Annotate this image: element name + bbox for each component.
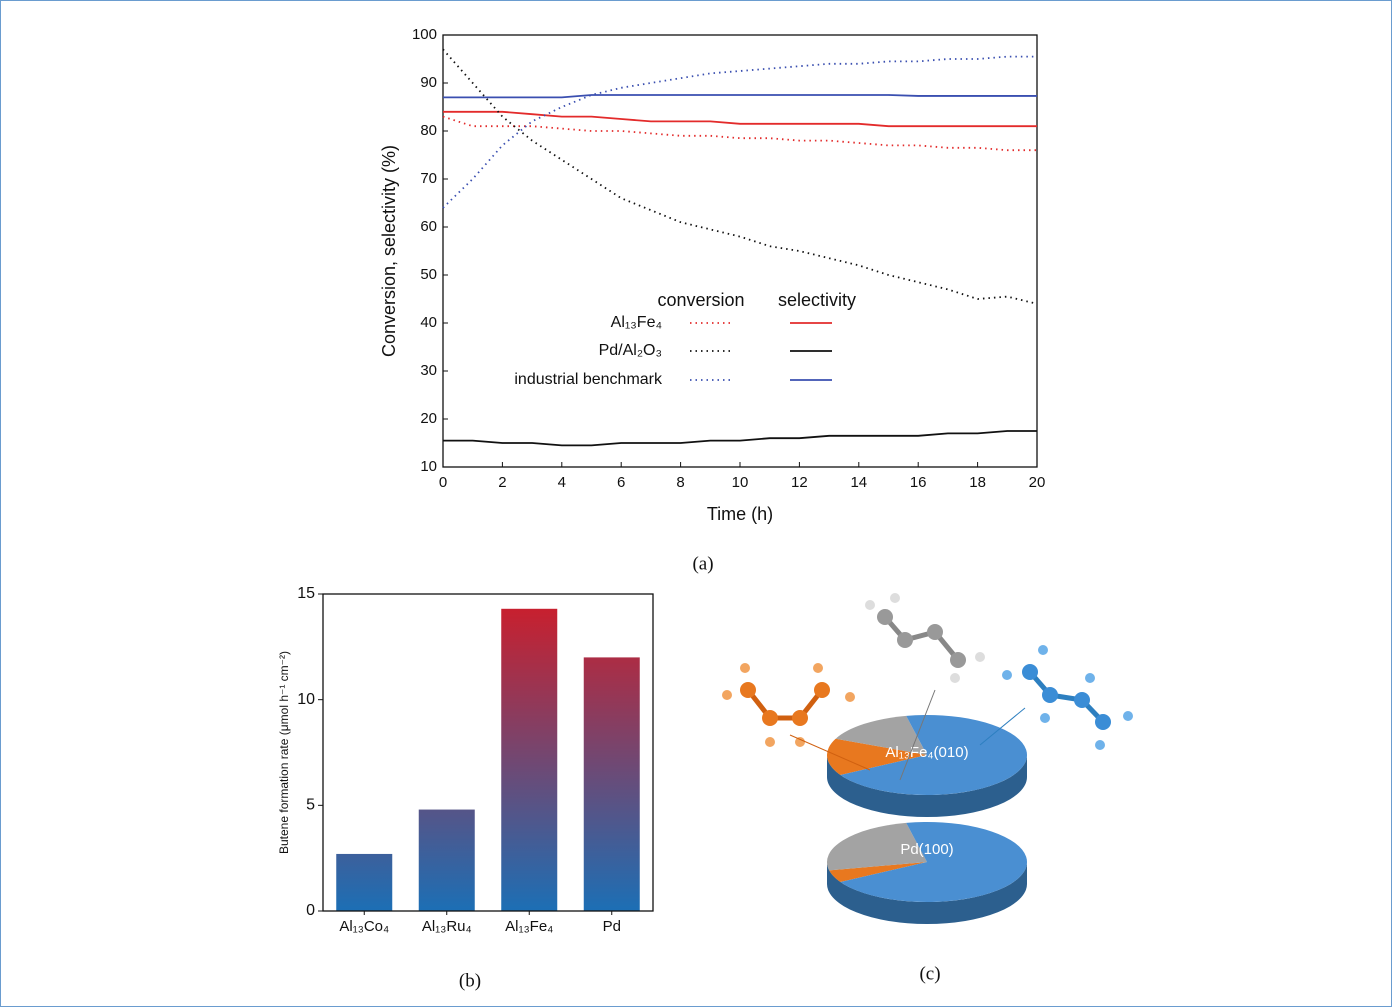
selectivity-line <box>443 430 1037 447</box>
y-axis-label: Conversion, selectivity (%) <box>379 145 399 357</box>
x-tick-label: Pd <box>603 918 621 935</box>
pie-slice <box>829 862 927 882</box>
legend-label: industrial benchmark <box>514 371 663 388</box>
x-tick-label: Al₁₃Ru₄ <box>422 918 472 935</box>
y-tick-label: 50 <box>420 266 437 283</box>
plot-frame <box>322 593 654 912</box>
x-tick-label: 8 <box>676 474 684 491</box>
legend-label: Al₁₃Fe₄ <box>611 314 662 331</box>
y-tick-label: 10 <box>420 458 437 475</box>
x-axis-label: Time (h) <box>707 504 773 524</box>
y-axis-label: Butene formation rate (μmol h⁻¹ cm⁻²) <box>277 651 291 854</box>
y-tick-label: 30 <box>420 362 437 379</box>
x-tick-label: Al₁₃Fe₄ <box>505 918 553 935</box>
disk-side <box>827 862 1027 924</box>
y-tick-label: 70 <box>420 170 437 187</box>
y-tick-label: 90 <box>420 74 437 91</box>
legend-header: selectivity <box>778 290 856 310</box>
legend-header: conversion <box>657 290 744 310</box>
pie-label: Pd(100) <box>900 841 953 858</box>
disk-side <box>827 755 1027 817</box>
x-tick-label: 4 <box>558 474 566 491</box>
bar <box>418 809 475 911</box>
caption: (c) <box>919 963 940 984</box>
x-tick-label: 2 <box>498 474 506 491</box>
x-tick-label: 10 <box>732 474 749 491</box>
y-tick-label: 100 <box>412 26 437 43</box>
pie-slice <box>840 715 1027 795</box>
x-tick-label: Al₁₃Co₄ <box>339 918 389 935</box>
caption: (b) <box>459 970 481 991</box>
pie-slice <box>835 715 927 755</box>
bar <box>501 608 558 911</box>
caption: (a) <box>692 553 713 574</box>
x-tick-label: 0 <box>439 474 447 491</box>
selectivity-line <box>443 94 1037 99</box>
x-tick-label: 16 <box>910 474 927 491</box>
pie-slice <box>840 822 1027 902</box>
y-tick-label: 5 <box>306 797 315 814</box>
pie-slice <box>827 738 927 775</box>
molecules <box>722 593 1133 781</box>
selectivity-line <box>443 110 1037 128</box>
pie-label: Al₁₃Fe₄(010) <box>885 744 968 761</box>
y-tick-label: 80 <box>420 122 437 139</box>
y-tick-label: 15 <box>297 585 315 602</box>
bar <box>336 853 393 911</box>
y-tick-label: 60 <box>420 218 437 235</box>
y-tick-label: 20 <box>420 410 437 427</box>
y-tick-label: 40 <box>420 314 437 331</box>
y-tick-label: 0 <box>306 902 315 919</box>
pie-slice <box>827 822 927 871</box>
legend-label: Pd/Al₂O₃ <box>599 342 662 359</box>
x-tick-label: 20 <box>1029 474 1046 491</box>
x-tick-label: 18 <box>969 474 986 491</box>
x-tick-label: 14 <box>850 474 867 491</box>
y-tick-label: 10 <box>297 691 315 708</box>
x-tick-label: 6 <box>617 474 625 491</box>
bar <box>583 657 640 911</box>
x-tick-label: 12 <box>791 474 808 491</box>
